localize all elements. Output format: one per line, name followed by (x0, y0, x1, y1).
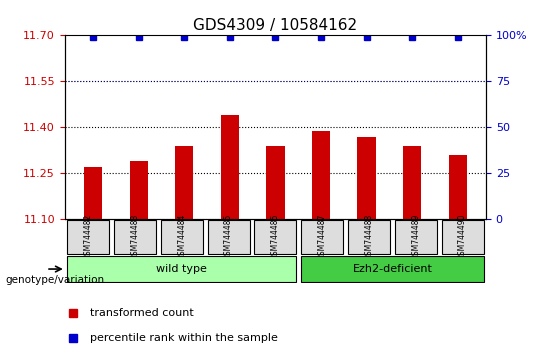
Bar (449, 155, 467, 219)
Text: transformed count: transformed count (90, 308, 194, 318)
Text: GSM744486: GSM744486 (271, 214, 280, 261)
FancyBboxPatch shape (301, 256, 484, 282)
Bar (312, 131, 330, 219)
Bar (266, 146, 285, 219)
FancyBboxPatch shape (301, 220, 343, 254)
Text: GSM744482: GSM744482 (84, 214, 93, 260)
Text: Ezh2-deficient: Ezh2-deficient (353, 264, 433, 274)
FancyBboxPatch shape (254, 220, 296, 254)
Bar (357, 137, 376, 219)
Bar (130, 161, 148, 219)
FancyBboxPatch shape (395, 220, 437, 254)
FancyBboxPatch shape (348, 220, 390, 254)
Bar (175, 146, 193, 219)
Text: GSM744484: GSM744484 (177, 214, 186, 261)
Text: GSM744490: GSM744490 (458, 214, 467, 261)
Text: GSM744485: GSM744485 (224, 214, 233, 261)
Bar (221, 115, 239, 219)
Text: GSM744487: GSM744487 (318, 214, 327, 261)
Text: wild type: wild type (157, 264, 207, 274)
Title: GDS4309 / 10584162: GDS4309 / 10584162 (193, 18, 357, 33)
Text: genotype/variation: genotype/variation (5, 275, 105, 285)
FancyBboxPatch shape (67, 256, 296, 282)
FancyBboxPatch shape (207, 220, 249, 254)
FancyBboxPatch shape (114, 220, 156, 254)
Bar (84, 167, 102, 219)
Text: percentile rank within the sample: percentile rank within the sample (90, 333, 278, 343)
Text: GSM744488: GSM744488 (364, 214, 374, 260)
FancyBboxPatch shape (442, 220, 484, 254)
Bar (403, 146, 421, 219)
FancyBboxPatch shape (161, 220, 203, 254)
Text: GSM744483: GSM744483 (131, 214, 139, 261)
Text: GSM744489: GSM744489 (411, 214, 420, 261)
FancyBboxPatch shape (67, 220, 109, 254)
